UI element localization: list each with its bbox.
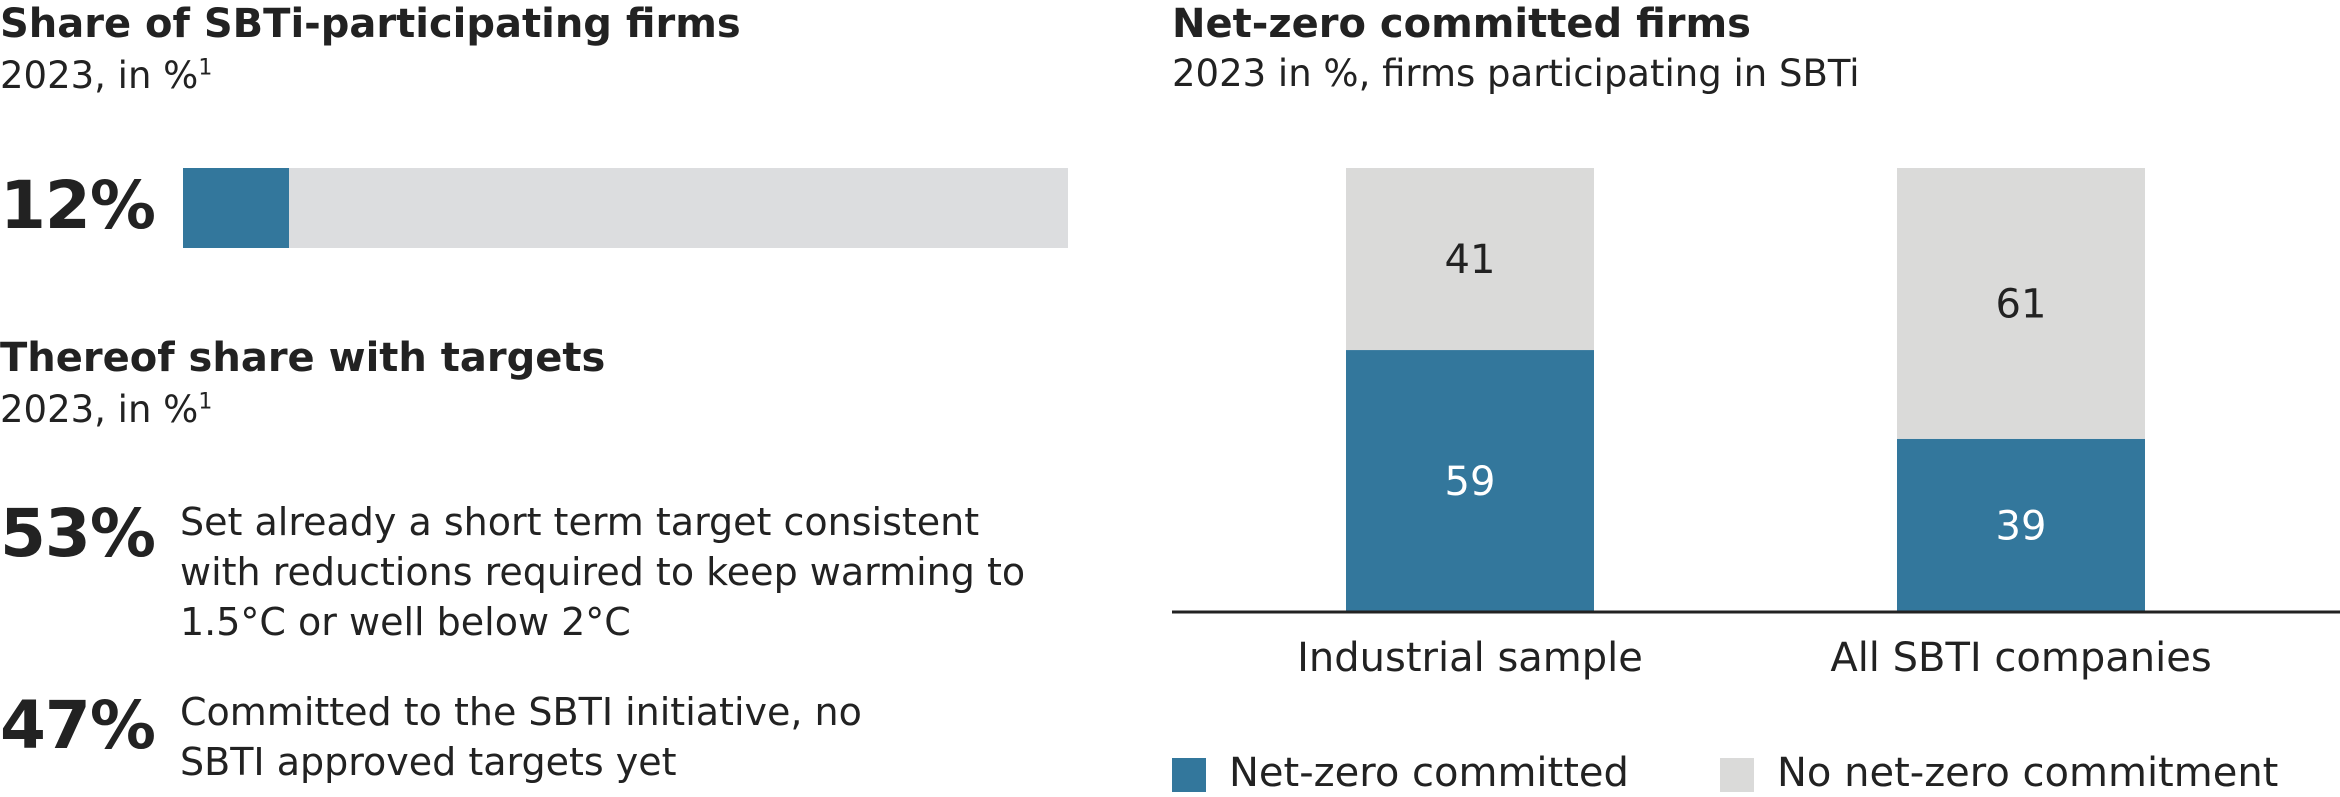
- data-label: 61: [1996, 281, 2047, 327]
- bar-segment: [1897, 168, 2145, 439]
- legend-label-net-zero: Net-zero committed: [1229, 750, 1629, 796]
- data-label: 59: [1445, 459, 1496, 505]
- legend-label-no-commitment: No net-zero commitment: [1777, 750, 2279, 796]
- share-progress-track: [183, 168, 1068, 248]
- chart-subtitle: 2023 in %, firms participating in SBTi: [1172, 52, 1860, 95]
- share-subtitle-text: 2023, in %: [0, 54, 199, 97]
- thereof-footnote-marker: 1: [198, 389, 213, 415]
- thereof-item-text: Committed to the SBTI initiative, no SBT…: [180, 690, 862, 784]
- legend-swatch-no-commitment: [1720, 758, 1754, 792]
- thereof-item-value: 53%: [0, 495, 156, 572]
- category-label: Industrial sample: [1297, 635, 1643, 680]
- share-value: 12%: [0, 167, 156, 244]
- share-progress-fill: [183, 168, 290, 248]
- thereof-title: Thereof share with targets: [0, 335, 606, 381]
- category-label: All SBTI companies: [1830, 635, 2211, 680]
- thereof-subtitle: 2023, in %1: [0, 387, 212, 433]
- share-title: Share of SBTi-participating firms: [0, 1, 741, 47]
- thereof-item-text: Set already a short term target consiste…: [180, 500, 1026, 644]
- bar-segment: [1346, 168, 1594, 351]
- stacked-bar-chart: 59 41 Industrial sample 39 61 All SBTI compan…: [1172, 168, 2340, 680]
- bar-segment: [1346, 350, 1594, 612]
- legend-swatch-net-zero: [1172, 758, 1206, 792]
- thereof-item-value: 47%: [0, 687, 156, 764]
- chart-title: Net-zero committed firms: [1172, 1, 1751, 47]
- data-label: 39: [1996, 503, 2047, 549]
- bar-segment: [1897, 438, 2145, 612]
- thereof-subtitle-text: 2023, in %: [0, 388, 199, 431]
- data-label: 41: [1445, 237, 1496, 283]
- share-footnote-marker: 1: [198, 55, 213, 81]
- share-subtitle: 2023, in %1: [0, 53, 212, 99]
